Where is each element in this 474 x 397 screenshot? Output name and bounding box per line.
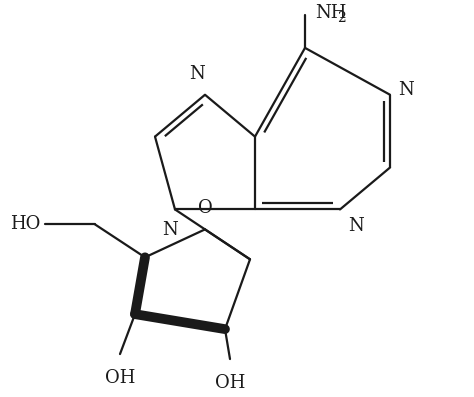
Text: 2: 2 xyxy=(337,11,346,25)
Text: N: N xyxy=(398,81,414,99)
Text: OH: OH xyxy=(215,374,245,392)
Text: N: N xyxy=(162,222,178,239)
Text: OH: OH xyxy=(105,369,135,387)
Text: O: O xyxy=(198,199,212,218)
Text: N: N xyxy=(348,218,364,235)
Text: HO: HO xyxy=(9,216,40,233)
Text: NH: NH xyxy=(315,4,346,22)
Text: N: N xyxy=(189,65,205,83)
